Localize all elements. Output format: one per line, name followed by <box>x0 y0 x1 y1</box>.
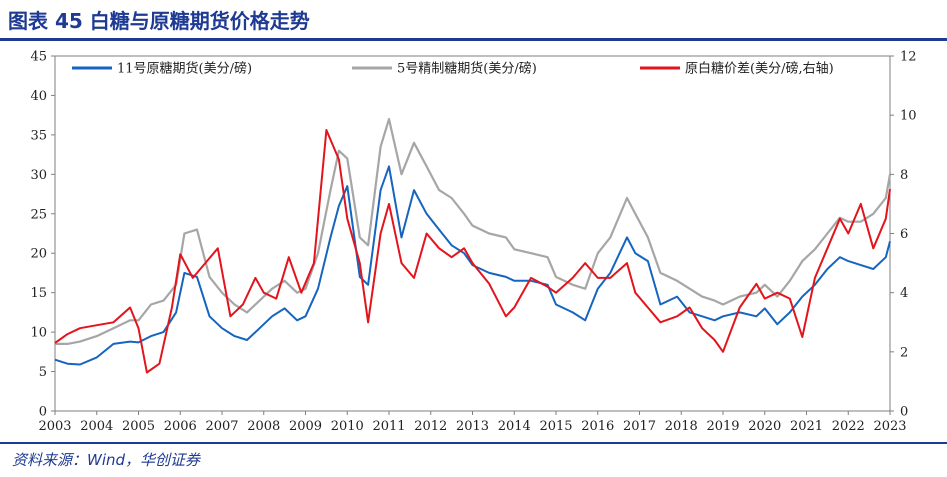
chart-title: 图表 45 白糖与原糖期货价格走势 <box>8 9 310 33</box>
line-chart: 0 5 10 15 20 25 30 35 40 45 0 2 4 6 8 10 12 2003 2004 2005 2… <box>30 50 917 435</box>
x-tick-label: 2009 <box>289 419 322 434</box>
title-divider <box>0 38 947 41</box>
series-line-2 <box>55 117 892 345</box>
x-tick-label: 2005 <box>122 419 155 434</box>
x-tick-label: 2017 <box>623 419 656 434</box>
y-left-tick-label: 20 <box>30 247 47 262</box>
x-tick-label: 2006 <box>164 419 197 434</box>
x-tick-label: 2003 <box>38 419 71 434</box>
x-tick-label: 2023 <box>873 419 906 434</box>
series-line-3 <box>54 129 891 374</box>
y-left-tick-label: 5 <box>39 365 47 380</box>
series-line-1 <box>54 165 891 366</box>
x-tick-label: 2019 <box>706 419 739 434</box>
y-left-tick-label: 10 <box>30 326 47 341</box>
y-right-tick-label: 12 <box>900 50 917 65</box>
y-right-tick-label: 8 <box>900 168 908 183</box>
footer-divider <box>0 442 947 444</box>
y-left-tick-label: 0 <box>39 405 47 420</box>
x-tick-label: 2008 <box>247 419 280 434</box>
x-tick-label: 2012 <box>414 419 447 434</box>
y-left-tick-label: 40 <box>30 89 47 104</box>
x-tick-label: 2016 <box>581 419 614 434</box>
y-left-tick-label: 25 <box>30 207 47 222</box>
y-left-tick-label: 45 <box>30 50 47 65</box>
x-tick-label: 2018 <box>665 419 698 434</box>
y-right-tick-label: 6 <box>900 227 908 242</box>
y-left-tick-label: 15 <box>30 286 47 301</box>
legend-label-1: 11号原糖期货(美分/磅) <box>117 61 252 77</box>
y-right-tick-label: 2 <box>900 345 908 360</box>
x-tick-label: 2010 <box>331 419 364 434</box>
legend-label-2: 5号精制糖期货(美分/磅) <box>397 61 537 77</box>
x-tick-label: 2020 <box>748 419 781 434</box>
y-right-tick-label: 10 <box>900 109 917 124</box>
x-tick-label: 2015 <box>539 419 572 434</box>
y-left-tick-label: 35 <box>30 128 47 143</box>
y-left-tick-label: 30 <box>30 168 47 183</box>
x-tick-label: 2011 <box>372 419 405 434</box>
y-right-tick-label: 0 <box>900 405 908 420</box>
legend-label-3: 原白糖价差(美分/磅,右轴) <box>685 61 834 77</box>
x-tick-label: 2021 <box>790 419 823 434</box>
x-tick-label: 2022 <box>832 419 865 434</box>
x-tick-label: 2007 <box>205 419 238 434</box>
source-note: 资料来源：Wind，华创证券 <box>12 451 201 469</box>
plot-area <box>54 55 891 412</box>
x-tick-label: 2013 <box>456 419 489 434</box>
x-tick-label: 2014 <box>498 419 531 434</box>
y-right-tick-label: 4 <box>900 286 908 301</box>
x-tick-label: 2004 <box>80 419 113 434</box>
